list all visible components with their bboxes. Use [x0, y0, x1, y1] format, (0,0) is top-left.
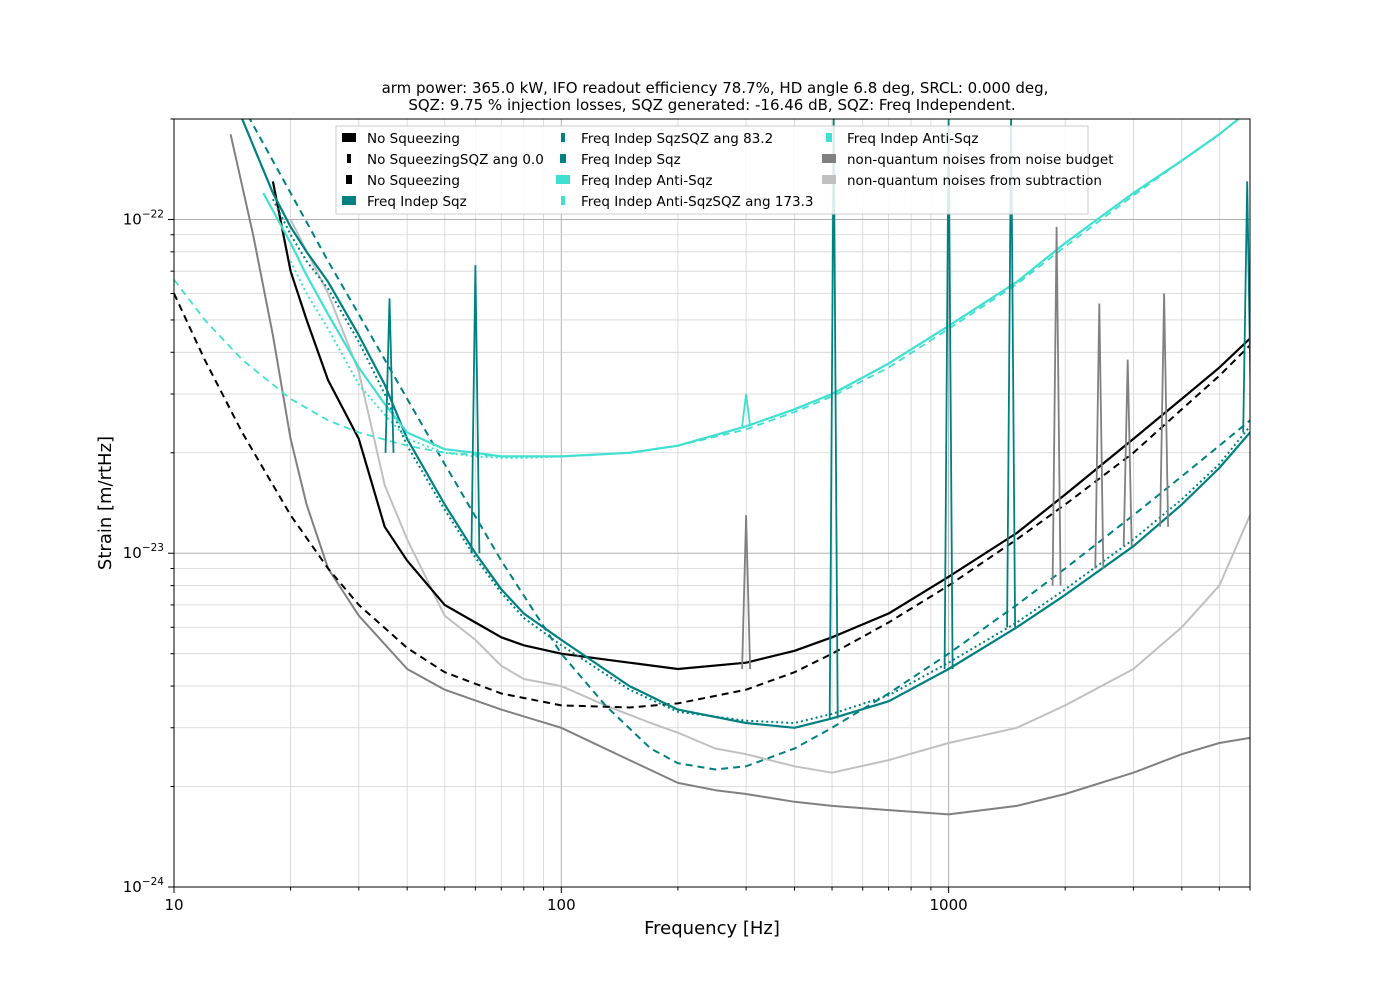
legend-label: No Squeezing — [367, 131, 460, 147]
grid — [173, 118, 1251, 888]
spectral-peak — [384, 298, 395, 453]
legend-label: No SqueezingSQZ ang 0.0 — [367, 152, 544, 168]
chart-title-line-2: SQZ: 9.75 % injection losses, SQZ genera… — [408, 96, 1015, 114]
legend-swatch — [556, 175, 570, 184]
series-line-no-sqz-model — [174, 293, 1250, 709]
y-tick-label: 10−24 — [123, 876, 165, 896]
legend-swatch — [561, 196, 565, 205]
y-axis-label: Strain [m/rtHz] — [95, 436, 116, 570]
y-tick-label: 10−22 — [123, 208, 164, 228]
legend-item: No Squeezing — [342, 131, 460, 147]
y-tick-label: 10−23 — [123, 542, 164, 562]
legend-item: Freq Indep Sqz — [560, 152, 681, 168]
series-line-no-sqz-measured — [271, 181, 1250, 671]
plot-frame — [173, 118, 1251, 888]
legend-item: Freq Indep SqzSQZ ang 83.2 — [561, 131, 773, 147]
spectral-peak — [943, 119, 954, 670]
spectral-peak — [828, 119, 839, 719]
legend-box — [335, 125, 1089, 215]
legend-item: No Squeezing — [346, 173, 460, 189]
spectral-peak — [1006, 119, 1016, 628]
legend-item: non-quantum noises from subtraction — [822, 173, 1102, 189]
legend-swatch — [822, 154, 836, 163]
spectral-peak — [1051, 226, 1062, 586]
y-axis-ticks: 10−24 10−23 10−22 — [123, 118, 174, 896]
legend-item: Freq Indep Anti-SqzSQZ ang 173.3 — [561, 194, 813, 210]
legend-item: Freq Indep Anti-Sqz — [826, 131, 978, 147]
legend-item: Freq Indep Sqz — [342, 194, 467, 210]
legend-label: Freq Indep SqzSQZ ang 83.2 — [581, 131, 773, 147]
legend-label: non-quantum noises from subtraction — [847, 173, 1102, 189]
spectral-peak — [741, 515, 751, 670]
legend-label: Freq Indep Anti-Sqz — [847, 131, 978, 147]
legend-label: Freq Indep Anti-SqzSQZ ang 173.3 — [581, 194, 813, 210]
legend-label: No Squeezing — [367, 173, 460, 189]
legend-swatch — [561, 133, 565, 142]
legend-swatch — [822, 175, 836, 184]
legend-swatch — [826, 133, 832, 142]
series-line-nq-subtraction — [289, 219, 1250, 774]
legend-swatch — [347, 154, 351, 163]
x-tick-label: 10 — [164, 896, 183, 914]
legend-label: non-quantum noises from noise budget — [847, 152, 1114, 168]
series-line-fi-sqz-dotted — [272, 198, 1250, 724]
x-tick-label: 1000 — [930, 896, 968, 914]
x-axis-ticks: 10 100 1000 — [164, 887, 1251, 914]
spectral-peak — [1159, 293, 1169, 527]
legend: No Squeezing No SqueezingSQZ ang 0.0 No Sq… — [335, 125, 1114, 215]
x-axis-label: Frequency [Hz] — [644, 918, 780, 939]
chart-title-line-1: arm power: 365.0 kW, IFO readout efficie… — [382, 79, 1049, 97]
legend-label: Freq Indep Anti-Sqz — [581, 173, 712, 189]
spectral-peak — [470, 265, 481, 554]
legend-swatch — [346, 175, 352, 184]
series-line-nq-budget — [229, 134, 1250, 816]
spectral-peak — [1094, 303, 1105, 569]
series-line-fi-anti-model — [174, 119, 1239, 458]
legend-item: No SqueezingSQZ ang 0.0 — [347, 152, 544, 168]
spectral-peak — [1122, 359, 1133, 547]
series-layer — [174, 119, 1250, 816]
legend-item: non-quantum noises from noise budget — [822, 152, 1114, 168]
legend-item: Freq Indep Anti-Sqz — [556, 173, 712, 189]
spectral-peak — [741, 393, 751, 427]
legend-label: Freq Indep Sqz — [367, 194, 467, 210]
series-line-fi-sqz-measured — [241, 119, 1250, 729]
legend-swatch — [342, 133, 356, 142]
x-tick-label: 100 — [547, 896, 576, 914]
legend-swatch — [342, 196, 356, 205]
legend-swatch — [560, 154, 566, 163]
legend-label: Freq Indep Sqz — [581, 152, 681, 168]
